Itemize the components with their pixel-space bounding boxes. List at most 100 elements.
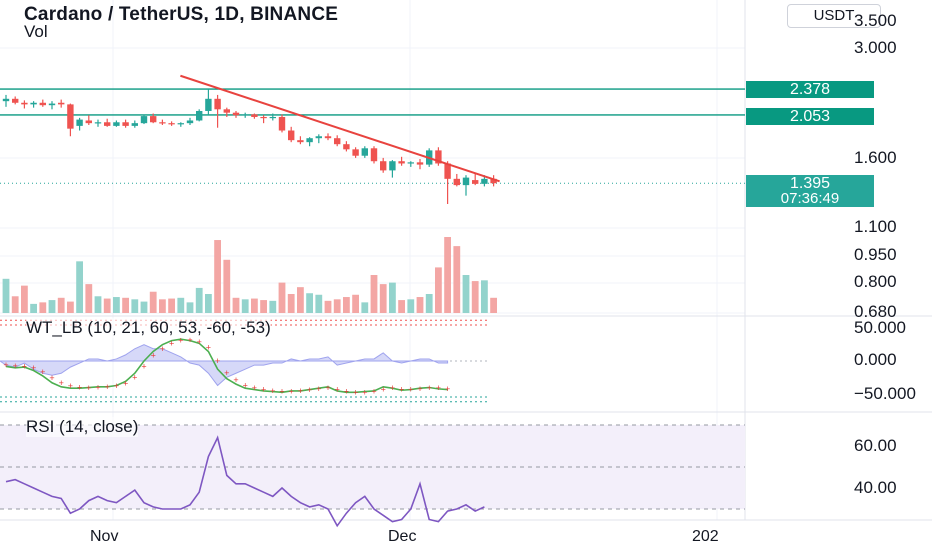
wt2-marker: + — [206, 342, 211, 352]
volume-label[interactable]: Vol — [24, 22, 48, 41]
price-tick: 0.800 — [854, 272, 897, 291]
volume-bar — [343, 297, 350, 313]
candle-body — [288, 130, 295, 141]
wt2-marker: + — [289, 387, 294, 397]
candle-body — [490, 178, 497, 184]
wt2-marker: + — [151, 351, 156, 361]
wt2-marker: + — [316, 384, 321, 394]
volume-bar — [186, 302, 194, 313]
volume-bar — [297, 287, 304, 313]
candle-body — [67, 104, 74, 129]
volume-bar — [490, 297, 497, 313]
rsi-indicator-label[interactable]: RSI (14, close) — [26, 417, 139, 437]
volume-bar — [223, 259, 231, 313]
candle-body — [85, 120, 92, 124]
candle-body — [177, 123, 184, 125]
volume-bar — [370, 275, 378, 313]
volume-bar — [306, 293, 313, 313]
wt2-marker: + — [307, 385, 312, 395]
volume-bar — [232, 297, 240, 313]
volume-bar — [481, 280, 488, 313]
wt2-marker: + — [40, 367, 45, 377]
candle-body — [269, 116, 276, 119]
currency-button[interactable]: USDT — [787, 4, 881, 28]
wt2-marker: + — [22, 361, 27, 371]
volume-bar — [113, 297, 120, 313]
candle-body — [343, 144, 350, 150]
wt2-marker: + — [224, 368, 229, 378]
volume-bar — [333, 299, 341, 313]
volume-bar — [2, 278, 10, 313]
volume-bar — [352, 294, 359, 313]
wt2-marker: + — [353, 387, 358, 397]
rsi-band — [0, 425, 745, 509]
candle-body — [131, 123, 138, 126]
volume-bar — [425, 294, 433, 313]
volume-bar — [103, 298, 111, 313]
volume-bar — [379, 284, 387, 313]
candle-body — [104, 122, 111, 126]
volume-bar — [205, 294, 212, 313]
pane-separators[interactable] — [0, 315, 932, 413]
candle-body — [12, 98, 19, 103]
candle-body — [48, 103, 56, 106]
candle-body — [444, 163, 451, 179]
wt2-marker: + — [169, 338, 174, 348]
rsi-indicator-plot — [0, 424, 745, 528]
horizontal-levels[interactable] — [0, 88, 745, 184]
volume-bar — [324, 300, 332, 313]
price-tick: 1.100 — [854, 217, 897, 236]
volume-bar — [85, 284, 93, 313]
volume-bar — [251, 298, 258, 313]
volume-bar — [57, 297, 65, 313]
symbol-title[interactable]: Cardano / TetherUS, 1D, BINANCE — [24, 4, 339, 25]
candle-body — [306, 138, 313, 143]
wt2-marker: + — [160, 344, 165, 354]
wt2-marker: + — [197, 337, 202, 347]
wt2-marker: + — [13, 361, 18, 371]
price-tick: 0.950 — [854, 245, 897, 264]
candle-body — [361, 148, 368, 156]
candle-body — [324, 136, 332, 139]
wt2-marker: + — [132, 372, 137, 382]
volume-bar — [361, 302, 369, 313]
last-price-tag: 1.395 — [746, 175, 874, 192]
wt2-marker: + — [298, 386, 303, 396]
wt2-marker: + — [178, 336, 183, 346]
wt2-marker: + — [362, 387, 367, 397]
volume-bar — [416, 297, 424, 313]
trendline[interactable] — [180, 74, 500, 183]
level-tag-2378: 2.378 — [746, 81, 874, 98]
volume-bar — [122, 297, 129, 313]
wt2-marker: + — [279, 387, 284, 397]
candle-body — [150, 116, 157, 123]
candle-body — [205, 98, 212, 111]
bar-countdown: 07:36:49 — [746, 191, 874, 207]
time-tick-dec: Dec — [388, 528, 417, 545]
volume-bar — [462, 275, 470, 313]
candle-body — [39, 102, 46, 106]
wt2-marker: + — [68, 381, 73, 391]
volume-bar — [159, 299, 166, 313]
wt-indicator-label[interactable]: WT_LB (10, 21, 60, 53, -60, -53) — [26, 318, 271, 338]
candle-body — [481, 178, 488, 184]
volume-bar — [48, 300, 56, 313]
volume-bar — [140, 301, 148, 313]
trendline-segment — [180, 74, 500, 183]
candle-body — [251, 114, 258, 117]
wt2-marker: + — [427, 383, 432, 393]
candle-body — [186, 120, 194, 124]
candle-body — [168, 123, 175, 125]
wt2-marker: + — [86, 383, 91, 393]
volume-bar — [67, 301, 74, 313]
wt2-marker: + — [371, 387, 376, 397]
volume-bar — [131, 299, 139, 313]
wt-tick: 0.000 — [854, 350, 897, 369]
wt2-marker: + — [105, 382, 110, 392]
volume-bar — [435, 267, 442, 313]
wt2-marker: + — [77, 383, 82, 393]
wt2-marker: + — [59, 378, 64, 388]
candle-body — [389, 161, 396, 171]
rsi-tick: 60.00 — [854, 436, 897, 455]
